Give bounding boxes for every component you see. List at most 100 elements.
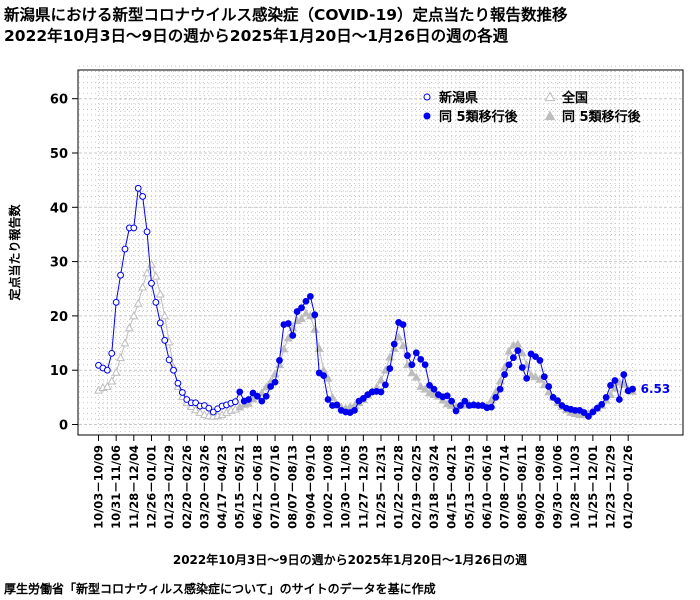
niigata-point-post — [386, 365, 394, 372]
niigata-point-post — [496, 385, 504, 393]
x-tick-label: 03/20－03/26 — [197, 445, 211, 529]
niigata-point-post — [359, 395, 367, 402]
national-point — [120, 338, 130, 347]
national-point-post — [420, 384, 430, 393]
x-tick-label: 12/25－12/31 — [374, 445, 388, 529]
y-tick-label: 30 — [50, 256, 68, 271]
niigata-point-post — [549, 393, 557, 401]
y-axis-label: 定点当たり報告数 — [7, 204, 22, 301]
x-tick-label: 02/20－02/26 — [180, 445, 194, 529]
x-tick-label: 07/08－07/14 — [498, 445, 512, 529]
national-point-post — [535, 374, 545, 383]
niigata-point — [112, 298, 120, 306]
national-point — [107, 376, 117, 385]
y-tick-label: 60 — [50, 93, 68, 108]
niigata-point-post — [324, 396, 332, 403]
niigata-point — [161, 336, 169, 344]
chart-subtitle: 2022年10月3日～9日の週から2025年1月20日～1月26日の週の各週 — [4, 27, 509, 45]
national-point-post — [442, 399, 452, 408]
niigata-point — [156, 319, 164, 327]
national-point-post — [425, 388, 434, 397]
y-tick-label: 0 — [59, 419, 68, 434]
niigata-point — [192, 399, 200, 407]
x-tick-label: 06/12－06/18 — [250, 445, 264, 529]
niigata-point — [103, 366, 111, 374]
x-tick-label: 04/15－04/21 — [445, 445, 459, 529]
national-point-post — [283, 333, 293, 342]
niigata-point-post — [532, 353, 539, 361]
niigata-point — [174, 379, 182, 387]
niigata-point-post — [302, 297, 310, 305]
x-tick-label: 10/28－11/03 — [568, 445, 582, 529]
national-point — [147, 259, 156, 268]
national-point-post — [407, 368, 417, 377]
niigata-point-post — [245, 396, 252, 403]
x-tick-label: 11/27－12/03 — [356, 445, 370, 529]
niigata-point-post — [236, 388, 244, 396]
niigata-point — [183, 396, 191, 403]
niigata-point-post — [554, 397, 561, 405]
niigata-point-post — [448, 397, 456, 405]
niigata-point-post — [412, 349, 420, 357]
y-tick-label: 50 — [50, 147, 68, 162]
national-point-post — [500, 362, 510, 371]
legend-marker-national — [544, 91, 556, 102]
national-point-post — [411, 372, 421, 381]
niigata-point-post — [417, 355, 425, 363]
national-point-post — [301, 308, 311, 317]
niigata-point-post — [593, 404, 601, 412]
x-tick-label: 02/19－02/25 — [409, 445, 423, 529]
niigata-point-post — [284, 320, 292, 327]
niigata-point-post — [598, 401, 606, 408]
x-tick-label: 03/18－03/24 — [427, 445, 441, 529]
x-tick-label: 08/05－08/11 — [515, 445, 529, 529]
niigata-point-post — [514, 347, 522, 355]
niigata-point — [121, 245, 129, 253]
national-point — [191, 405, 201, 414]
national-point — [111, 367, 121, 376]
niigata-point — [108, 349, 116, 357]
national-point-post — [389, 343, 399, 352]
niigata-point-post — [523, 374, 531, 382]
niigata-point-post — [271, 378, 279, 386]
y-tick-label: 40 — [50, 201, 68, 216]
niigata-point-post — [333, 401, 341, 409]
niigata-point-post — [276, 357, 283, 364]
niigata-point-post — [254, 392, 261, 400]
niigata-point-post — [289, 332, 297, 339]
niigata-point-post — [306, 292, 314, 300]
x-tick-label: 10/31－11/06 — [109, 445, 123, 529]
x-tick-label: 09/30－10/06 — [551, 445, 565, 529]
niigata-point-post — [404, 352, 411, 359]
niigata-point-post — [293, 308, 301, 315]
niigata-point — [209, 408, 217, 416]
national-point-post — [504, 346, 514, 355]
national-point — [116, 353, 126, 362]
niigata-point-post — [615, 396, 623, 403]
niigata-point-post — [351, 406, 358, 414]
niigata-point-post — [426, 382, 433, 389]
niigata-point-post — [518, 364, 526, 371]
niigata-point-post — [602, 393, 610, 401]
national-point — [160, 311, 170, 320]
niigata-point — [165, 356, 173, 364]
legend-label-niigata: 新潟県 — [439, 90, 478, 106]
niigata-point-post — [267, 383, 275, 390]
niigata-point-post — [443, 392, 451, 400]
x-tick-label: 11/28－12/04 — [127, 445, 141, 529]
niigata-point-post — [382, 381, 389, 389]
niigata-point-post — [320, 372, 328, 380]
niigata-point-post — [501, 371, 508, 378]
niigata-point-post — [452, 407, 460, 415]
niigata-point — [170, 366, 177, 374]
niigata-point-post — [249, 389, 257, 397]
niigata-point-post — [487, 403, 495, 411]
x-tick-label: 01/23－01/29 — [162, 445, 176, 529]
niigata-point-post — [461, 397, 469, 405]
national-point-post — [297, 313, 306, 322]
legend-label-national: 全国 — [561, 90, 588, 106]
niigata-point-post — [585, 412, 592, 420]
niigata-point-post — [536, 357, 544, 364]
niigata-point-post — [262, 392, 270, 400]
niigata-point-post — [540, 373, 548, 381]
